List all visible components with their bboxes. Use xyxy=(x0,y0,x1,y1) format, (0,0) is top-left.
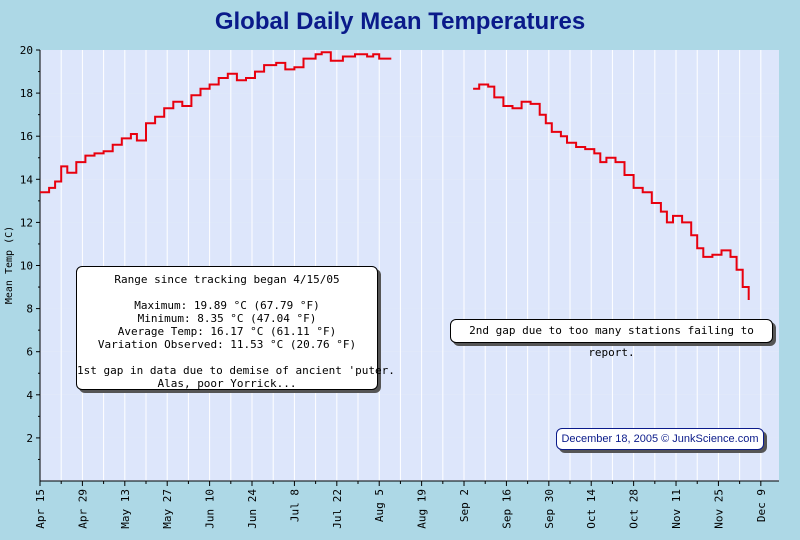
y-axis-title: Mean Temp (C) xyxy=(4,226,15,304)
y-tick-label: 12 xyxy=(20,216,33,229)
y-tick-label: 6 xyxy=(26,346,33,359)
x-tick-label: Oct 14 xyxy=(585,489,598,529)
x-tick-label: May 13 xyxy=(119,489,132,529)
x-tick-label: Sep 16 xyxy=(500,489,513,529)
plot-band xyxy=(40,179,779,223)
y-tick-label: 10 xyxy=(20,260,33,273)
stats-heading: Range since tracking began 4/15/05 xyxy=(114,273,340,286)
gap-note-1: 1st gap in data due to demise of ancient… xyxy=(77,364,395,377)
x-tick-label: May 27 xyxy=(161,489,174,529)
series-line-1 xyxy=(40,51,392,194)
stats-box: Range since tracking began 4/15/05 Maxim… xyxy=(76,266,395,390)
x-tick-label: Aug 19 xyxy=(416,489,429,529)
plot-band xyxy=(40,136,779,180)
stats-avg: Average Temp: 16.17 °C (61.11 °F) xyxy=(117,325,337,338)
y-tick-label: 2 xyxy=(26,432,33,445)
x-tick-label: Apr 29 xyxy=(76,489,89,529)
x-tick-label: Nov 11 xyxy=(670,489,683,529)
y-tick-label: 14 xyxy=(20,173,34,186)
x-tick-label: Jul 8 xyxy=(288,489,301,522)
y-tick-label: 20 xyxy=(20,44,33,57)
stats-variation: Variation Observed: 11.53 °C (20.76 °F) xyxy=(97,338,357,351)
gap2-note: 2nd gap due to too many stations failing… xyxy=(450,319,773,359)
y-tick-label: 18 xyxy=(20,87,33,100)
x-tick-label: Jun 10 xyxy=(204,489,217,529)
x-tick-label: Sep 2 xyxy=(458,489,471,522)
x-tick-label: Jul 22 xyxy=(331,489,344,529)
series-line-2 xyxy=(473,83,750,300)
gap-note-2: Alas, poor Yorrick... xyxy=(157,377,297,390)
plot-band xyxy=(40,93,779,137)
credit-note: December 18, 2005 © JunkScience.com xyxy=(556,428,764,450)
x-tick-label: Jun 24 xyxy=(246,489,259,529)
plot-band xyxy=(40,222,779,266)
x-tick-label: Nov 25 xyxy=(712,489,725,529)
chart-title: Global Daily Mean Temperatures xyxy=(214,8,586,35)
plot-band xyxy=(40,50,779,94)
stats-min: Minimum: 8.35 °C (47.04 °F) xyxy=(137,312,317,325)
x-tick-label: Aug 5 xyxy=(373,489,386,522)
y-tick-label: 4 xyxy=(26,389,33,402)
x-tick-label: Sep 30 xyxy=(543,489,556,529)
x-tick-label: Oct 28 xyxy=(628,489,641,529)
y-tick-label: 8 xyxy=(26,303,33,316)
y-tick-label: 16 xyxy=(20,130,33,143)
stats-max: Maximum: 19.89 °C (67.79 °F) xyxy=(134,299,320,312)
x-tick-label: Apr 15 xyxy=(34,489,47,529)
x-tick-label: Dec 9 xyxy=(755,489,768,522)
